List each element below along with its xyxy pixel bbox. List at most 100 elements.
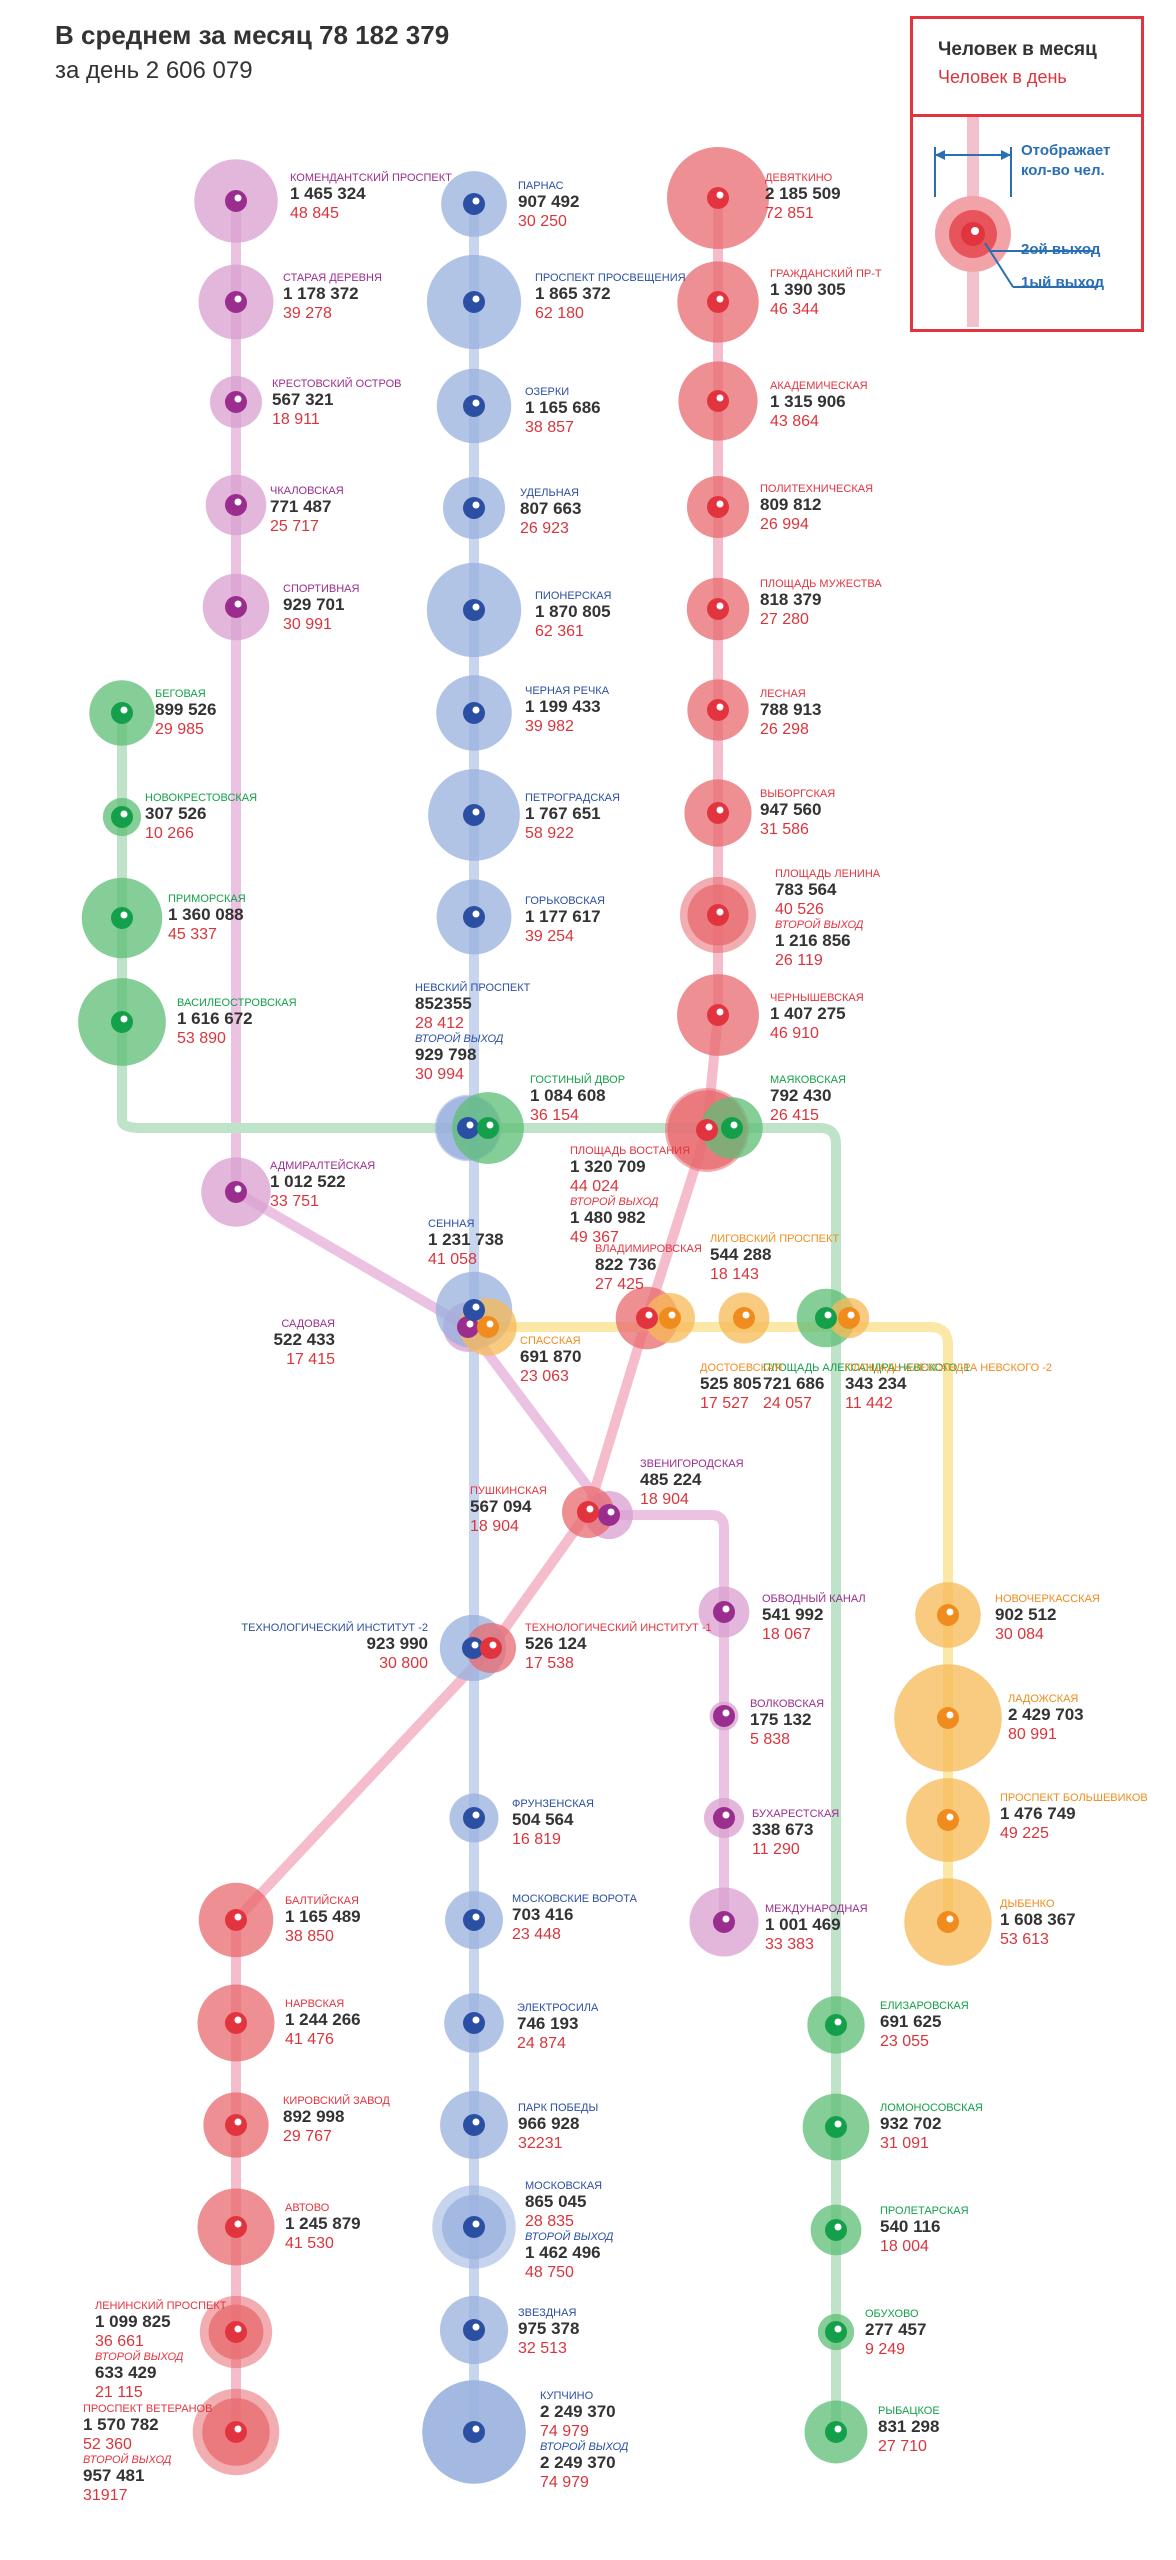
station-dot bbox=[463, 2114, 485, 2136]
station-name: ЧЕРНАЯ РЕЧКА bbox=[525, 685, 610, 697]
station-name: ПОЛИТЕХНИЧЕСКАЯ bbox=[760, 483, 874, 495]
station-label: СТАРАЯ ДЕРЕВНЯ 1 178 372 39 278 bbox=[283, 272, 382, 323]
station-dot bbox=[463, 1807, 485, 1829]
station-name: ПРОСПЕКТ БОЛЬШЕВИКОВ bbox=[1000, 1792, 1148, 1804]
station-dot bbox=[598, 1504, 620, 1526]
station-exit2-monthly-count: 633 429 bbox=[95, 2363, 157, 2382]
station-name: ДОСТОЕВСКАЯ bbox=[700, 1362, 783, 1374]
station-daily-count: 18 904 bbox=[470, 1518, 519, 1535]
orange-line-track bbox=[483, 1322, 953, 1927]
station-name: ЛЕСНАЯ bbox=[760, 688, 806, 700]
station-name: ПЛОЩАДЬ АЛЕКСАНДРА НЕВСКОГО -1 bbox=[763, 1362, 971, 1374]
station-name: ПУШКИНСКАЯ bbox=[470, 1485, 547, 1497]
station-name: ТЕХНОЛОГИЧЕСКИЙ ИНСТИТУТ -1 bbox=[525, 1622, 712, 1634]
station-name: ПИОНЕРСКАЯ bbox=[535, 590, 612, 602]
station-label: ФРУНЗЕНСКАЯ 504 564 16 819 bbox=[512, 1798, 594, 1849]
station-daily-count: 52 360 bbox=[83, 2436, 132, 2453]
station-exit2-daily-count: 30 994 bbox=[415, 1066, 464, 1083]
station-dot-highlight bbox=[466, 1320, 474, 1328]
station-daily-count: 17 538 bbox=[525, 1655, 574, 1672]
station-dot-highlight bbox=[472, 295, 480, 303]
station-monthly-count: 899 526 bbox=[155, 700, 217, 719]
station-monthly-count: 691 625 bbox=[880, 2012, 942, 2031]
station-dot-highlight bbox=[234, 1185, 242, 1193]
station-daily-count: 18 143 bbox=[710, 1266, 759, 1283]
station-dot-highlight bbox=[120, 706, 128, 714]
station-dot bbox=[462, 1637, 484, 1659]
station-name: КРЕСТОВСКИЙ ОСТРОВ bbox=[272, 378, 402, 390]
station-name: СТАРАЯ ДЕРЕВНЯ bbox=[283, 272, 382, 284]
legend-subtitle: Человек в день bbox=[938, 67, 1067, 87]
station-daily-count: 41 058 bbox=[428, 1251, 477, 1268]
station-monthly-count: 947 560 bbox=[760, 800, 822, 819]
station-daily-count: 39 254 bbox=[525, 928, 574, 945]
station-exit2-monthly-count: 1 462 496 bbox=[525, 2243, 601, 2262]
station-daily-count: 32231 bbox=[518, 2135, 563, 2152]
station-monthly-count: 892 998 bbox=[283, 2107, 345, 2126]
station-name: ПЛОЩАДЬ АЛЕКСАНДРА НЕВСКОГО -2 bbox=[845, 1362, 1053, 1374]
station-label: ВЛАДИМИРОВСКАЯ 822 736 27 425 bbox=[595, 1243, 702, 1294]
station-daily-count: 38 857 bbox=[525, 419, 574, 436]
station-dot bbox=[713, 1911, 735, 1933]
station-daily-count: 43 864 bbox=[770, 413, 819, 430]
station-label: УДЕЛЬНАЯ 807 663 26 923 bbox=[520, 487, 581, 538]
station-dot-highlight bbox=[716, 295, 724, 303]
station-dot-highlight bbox=[472, 1811, 480, 1819]
station-monthly-count: 1 865 372 bbox=[535, 284, 611, 303]
legend-exit2: 2ой выход bbox=[1021, 241, 1101, 258]
station-dot-highlight bbox=[472, 2220, 480, 2228]
station-label: ЧКАЛОВСКАЯ 771 487 25 717 bbox=[270, 485, 344, 536]
station-daily-count: 26 923 bbox=[520, 520, 569, 537]
station-label: ГОРЬКОВСКАЯ 1 177 617 39 254 bbox=[525, 895, 605, 946]
station-monthly-count: 1 390 305 bbox=[770, 280, 846, 299]
station-monthly-count: 721 686 bbox=[763, 1374, 825, 1393]
station-label: ЗВЕНИГОРОДСКАЯ 485 224 18 904 bbox=[640, 1458, 744, 1509]
station-dot-highlight bbox=[472, 2016, 480, 2024]
exit2-label: ВТОРОЙ ВЫХОД bbox=[83, 2454, 172, 2466]
station-dot bbox=[225, 291, 247, 313]
station-monthly-count: 522 433 bbox=[273, 1330, 335, 1349]
station-exit2-monthly-count: 1 216 856 bbox=[775, 931, 851, 950]
station-dot bbox=[636, 1307, 658, 1329]
station-dot-highlight bbox=[722, 1605, 730, 1613]
station-dot-highlight bbox=[730, 1121, 738, 1129]
station-label: ДЕВЯТКИНО 2 185 509 72 851 bbox=[765, 172, 841, 223]
legend: Человек в месяц Человек в день Отображае… bbox=[910, 16, 1144, 332]
station-daily-count: 29 985 bbox=[155, 721, 204, 738]
station-dot bbox=[225, 2012, 247, 2034]
station-monthly-count: 567 321 bbox=[272, 390, 334, 409]
station-label: НОВОЧЕРКАССКАЯ 902 512 30 084 bbox=[995, 1593, 1100, 1644]
station-daily-count: 58 922 bbox=[525, 825, 574, 842]
station-label: СЕННАЯ 1 231 738 41 058 bbox=[428, 1218, 504, 1269]
station-dot-highlight bbox=[472, 1303, 480, 1311]
station-dot-highlight bbox=[234, 395, 242, 403]
station-dot bbox=[111, 702, 133, 724]
station-daily-count: 39 982 bbox=[525, 718, 574, 735]
station-dot bbox=[707, 699, 729, 721]
station-label: ПРОСПЕКТ ВЕТЕРАНОВ 1 570 782 52 360 ВТОРОЙ … bbox=[83, 2403, 212, 2505]
station-daily-count: 62 361 bbox=[535, 623, 584, 640]
station-dot bbox=[713, 1705, 735, 1727]
station-dot-highlight bbox=[120, 1015, 128, 1023]
station-name: ВАСИЛЕОСТРОВСКАЯ bbox=[177, 997, 297, 1009]
station-dot bbox=[111, 907, 133, 929]
station-dot bbox=[457, 1117, 479, 1139]
station-dot bbox=[225, 2114, 247, 2136]
station-name: УДЕЛЬНАЯ bbox=[520, 487, 579, 499]
station-name: НОВОКРЕСТОВСКАЯ bbox=[145, 792, 258, 804]
station-dot bbox=[815, 1307, 837, 1329]
station-label: ЛЕСНАЯ 788 913 26 298 bbox=[760, 688, 821, 739]
station-name: САДОВАЯ bbox=[281, 1318, 335, 1330]
station-name: МЕЖДУНАРОДНАЯ bbox=[765, 1903, 868, 1915]
station-dot bbox=[707, 187, 729, 209]
station-dot bbox=[477, 1117, 499, 1139]
station-dot-highlight bbox=[722, 1811, 730, 1819]
station-dot bbox=[225, 596, 247, 618]
station-name: ФРУНЗЕНСКАЯ bbox=[512, 1798, 594, 1810]
station-dot-highlight bbox=[472, 501, 480, 509]
exit2-label: ВТОРОЙ ВЫХОД bbox=[540, 2441, 629, 2453]
station-name: ВЫБОРГСКАЯ bbox=[760, 788, 836, 800]
station-dot bbox=[463, 291, 485, 313]
station-label: НАРВСКАЯ 1 244 266 41 476 bbox=[285, 1998, 361, 2049]
